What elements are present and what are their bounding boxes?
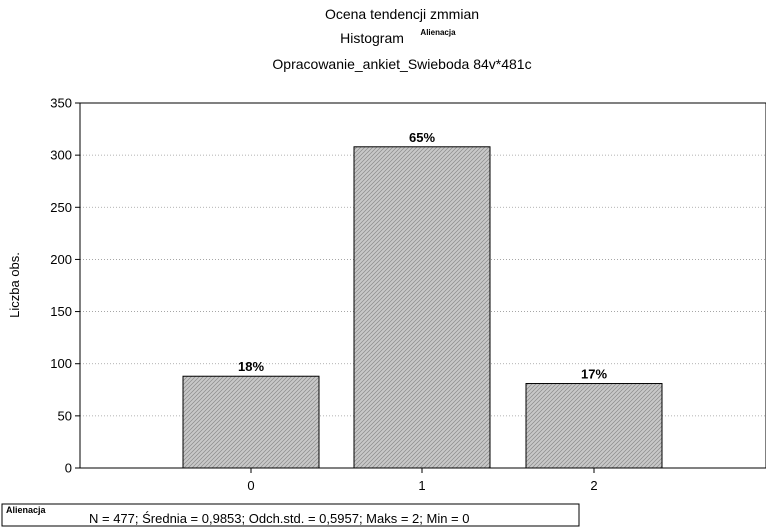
bar-label-0: 18% (238, 359, 264, 374)
x-tick-label-0: 0 (247, 478, 254, 493)
x-tick-label-1: 1 (418, 478, 425, 493)
bars (182, 146, 663, 469)
y-tick-label-250: 250 (50, 200, 72, 215)
bar-labels: 18% 65% 17% (238, 130, 607, 382)
chart-subtitle-variable: Alienacja (420, 28, 456, 37)
chart-subtitle: Histogram (340, 30, 404, 46)
bar-label-1: 65% (409, 130, 435, 145)
stats-box (1, 503, 580, 527)
chart-source: Opracowanie_ankiet_Swieboda 84v*481c (272, 56, 531, 72)
y-tick-label-100: 100 (50, 356, 72, 371)
bar-0 (182, 375, 320, 469)
y-axis-label: Liczba obs. (7, 252, 22, 318)
y-tick-label-0: 0 (65, 461, 72, 476)
y-tick-label-350: 350 (50, 96, 72, 111)
y-tick-label-300: 300 (50, 148, 72, 163)
bar-label-2: 17% (581, 367, 607, 382)
bar-2 (525, 383, 663, 469)
y-tick-label-200: 200 (50, 252, 72, 267)
stats-variable-tag: Alienacja (6, 505, 47, 515)
x-tick-label-2: 2 (590, 478, 597, 493)
bar-1 (353, 146, 491, 469)
y-axis-ticks: 0 50 100 150 200 250 300 350 (50, 96, 80, 476)
y-tick-label-150: 150 (50, 304, 72, 319)
plot-frame (79, 102, 766, 469)
y-tick-label-50: 50 (58, 408, 72, 423)
chart-title: Ocena tendencji zmmian (325, 6, 479, 22)
stats-summary: N = 477; Średnia = 0,9853; Odch.std. = 0… (89, 511, 470, 526)
x-axis-ticks: 0 1 2 (247, 468, 598, 493)
